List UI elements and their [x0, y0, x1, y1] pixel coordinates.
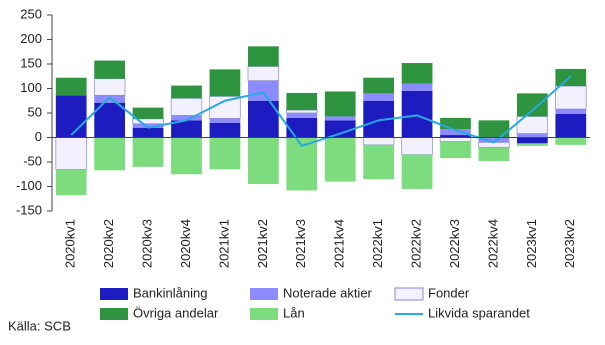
legend-swatch — [250, 288, 278, 300]
bar-segment — [440, 141, 471, 159]
legend-label: Lån — [283, 305, 305, 320]
bar-segment — [94, 95, 126, 103]
x-tick-label: 2022kv1 — [370, 219, 385, 268]
x-tick-label: 2020kv4 — [178, 219, 193, 268]
bar-segment — [132, 137, 164, 167]
bar-segment — [516, 93, 548, 117]
x-tick-label: 2022kv2 — [409, 219, 424, 268]
y-tick-label: 50 — [28, 104, 42, 119]
bar-segment — [362, 137, 395, 146]
x-tick-label: 2021kv3 — [293, 219, 308, 268]
bar-segment — [401, 63, 433, 84]
bar-segment — [94, 60, 126, 79]
bar-segment — [247, 46, 279, 67]
bar-segment — [363, 93, 395, 101]
x-tick-label: 2020kv3 — [140, 219, 155, 268]
bar-segment — [440, 117, 471, 130]
bar-segment — [286, 92, 318, 111]
bar-segment — [555, 85, 587, 110]
bar-segment — [555, 109, 587, 114]
legend-swatch — [394, 287, 424, 301]
x-tick-label: 2021kv2 — [255, 219, 270, 268]
y-tick-label: 100 — [20, 80, 42, 95]
bar-segment — [440, 129, 471, 136]
x-tick-label: 2021kv4 — [332, 219, 347, 268]
bar-segment — [55, 137, 87, 170]
bar-segment — [209, 69, 241, 97]
y-tick-label: -150 — [16, 202, 42, 217]
x-tick-label: 2020kv1 — [63, 219, 78, 268]
bar-segment — [247, 66, 280, 82]
y-tick-label: 200 — [20, 31, 42, 46]
bar-segment — [209, 137, 241, 170]
bar-segment — [324, 120, 356, 138]
bar-segment — [401, 90, 433, 138]
bar-segment — [324, 116, 356, 121]
bar-segment — [171, 137, 202, 175]
bar-segment — [363, 144, 395, 180]
bar-segment — [209, 95, 241, 119]
bar-segment — [516, 137, 548, 144]
bar-segment — [247, 80, 279, 101]
bar-segment — [170, 97, 203, 116]
bar-segment — [440, 135, 471, 138]
bar-segment — [171, 120, 202, 138]
bar-segment — [94, 137, 126, 171]
bar-segment — [286, 109, 318, 114]
bar-segment — [286, 117, 318, 138]
source: Källa: SCB — [8, 318, 71, 333]
bar-segment — [171, 115, 202, 121]
x-tick-label: 2023kv1 — [524, 219, 539, 268]
x-tick-label: 2021kv1 — [216, 219, 231, 268]
bar-segment — [93, 78, 126, 96]
legend-swatch — [100, 288, 128, 300]
bar-segment — [171, 85, 202, 99]
bar-segment — [247, 137, 279, 185]
bar-segment — [478, 120, 510, 138]
legend-label: Noterade aktier — [283, 285, 373, 300]
bar-segment — [555, 113, 587, 138]
x-tick-label: 2023kv2 — [562, 219, 577, 268]
bar-segment — [209, 118, 241, 123]
y-tick-label: -100 — [16, 178, 42, 193]
bar-segment — [401, 137, 433, 155]
legend-swatch — [100, 308, 128, 320]
bar-segment — [132, 107, 164, 119]
y-tick-label: 250 — [20, 6, 42, 21]
legend-label: Fonder — [428, 285, 470, 300]
bar-segment — [516, 143, 548, 146]
legend-swatch — [250, 308, 278, 320]
bar-segment — [516, 133, 548, 138]
legend-label: Övriga andelar — [133, 305, 219, 320]
bar-segment — [55, 77, 87, 96]
bar-segment — [401, 83, 433, 91]
legend-label: Likvida sparandet — [428, 305, 530, 320]
bar-segment — [55, 169, 87, 196]
bar-segment — [478, 137, 510, 143]
bar-segment — [132, 123, 164, 128]
bar-segment — [209, 122, 241, 138]
bar-segment — [401, 154, 433, 189]
line — [70, 75, 572, 148]
y-tick-label: -50 — [23, 153, 42, 168]
x-tick-label: 2022kv3 — [447, 219, 462, 268]
bar-segment — [324, 91, 356, 117]
bar-segment — [439, 137, 472, 142]
bar-segment — [363, 77, 395, 94]
bar-segment — [478, 147, 510, 162]
bar-segment — [55, 95, 87, 138]
bar-segment — [132, 127, 164, 138]
bar-segment — [555, 137, 587, 145]
bar-segment — [286, 113, 318, 118]
y-tick-label: 0 — [35, 129, 42, 144]
x-tick-label: 2022kv4 — [485, 219, 500, 268]
bar-segment — [324, 137, 356, 182]
y-tick-label: 150 — [20, 55, 42, 70]
x-tick-label: 2020kv2 — [101, 219, 116, 268]
legend-label: Bankinlåning — [133, 285, 207, 300]
